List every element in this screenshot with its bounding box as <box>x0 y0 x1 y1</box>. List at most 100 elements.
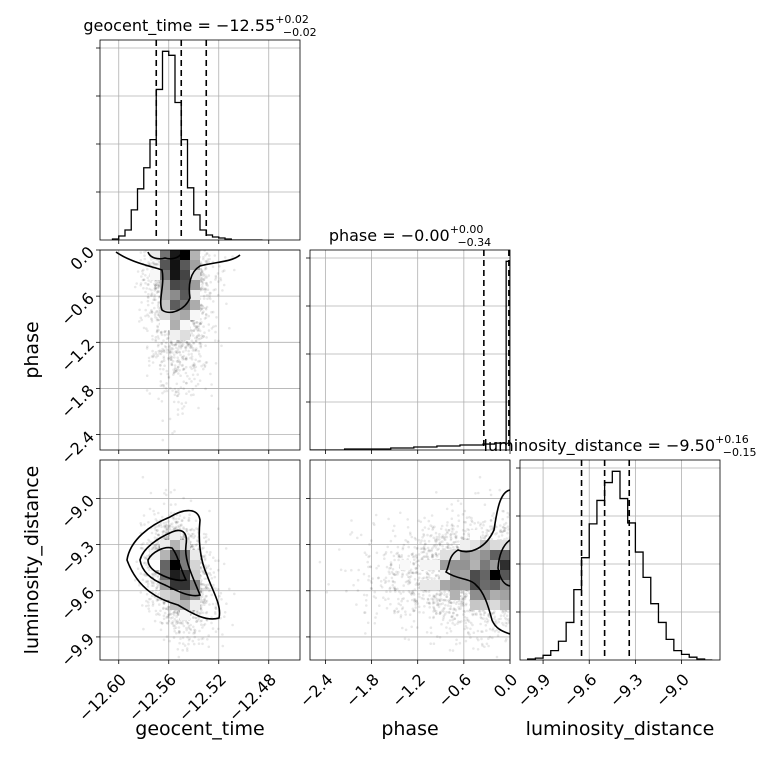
sample-point <box>157 598 160 601</box>
sample-point <box>173 611 177 614</box>
sample-point <box>185 628 188 632</box>
sample-point <box>192 532 195 536</box>
sample-point <box>169 616 173 620</box>
sample-point <box>228 587 231 591</box>
sample-point <box>170 363 174 367</box>
sample-point <box>214 276 218 279</box>
sample-point <box>198 359 202 363</box>
hist-panel-phase: phase = −0.00+0.00 −0.34 <box>306 223 511 454</box>
sample-point <box>170 343 174 346</box>
sample-point <box>199 590 203 594</box>
sample-point <box>184 401 188 405</box>
sample-point <box>207 634 210 637</box>
sample-point <box>175 346 178 350</box>
sample-point <box>204 259 207 263</box>
sample-point <box>216 272 220 275</box>
sample-point <box>180 523 183 526</box>
sample-point <box>174 368 177 371</box>
sample-point <box>169 339 173 343</box>
sample-point <box>207 645 211 649</box>
sample-point <box>184 357 188 360</box>
sample-point <box>167 357 170 361</box>
sample-point <box>195 335 199 338</box>
sample-point <box>178 631 181 634</box>
sample-point <box>162 368 165 371</box>
sample-point <box>214 274 218 278</box>
sample-point <box>150 320 154 323</box>
sample-point <box>182 380 186 384</box>
sample-point <box>154 283 158 286</box>
sample-point <box>191 388 195 391</box>
sample-point <box>193 349 196 352</box>
sample-point <box>207 314 210 318</box>
sample-point <box>175 622 178 625</box>
sample-point <box>231 255 234 258</box>
sample-point <box>147 568 151 572</box>
sample-point <box>214 606 217 610</box>
sample-point <box>201 312 204 315</box>
sample-point <box>214 605 218 608</box>
sample-point <box>202 325 205 328</box>
sample-point <box>163 525 166 528</box>
sample-point <box>195 321 199 324</box>
sample-point <box>156 542 160 545</box>
sample-point <box>162 606 165 610</box>
sample-point <box>157 300 160 304</box>
sample-point <box>188 637 191 640</box>
sample-point <box>151 546 155 549</box>
sample-point <box>204 533 208 536</box>
sample-point <box>215 316 218 319</box>
sample-point <box>186 621 190 625</box>
sample-point <box>192 625 195 629</box>
sample-point <box>139 546 143 550</box>
sample-point <box>209 291 212 295</box>
sample-point <box>199 587 203 591</box>
sample-point <box>147 359 151 363</box>
sample-point <box>199 574 202 578</box>
sample-point <box>152 509 155 513</box>
sample-point <box>150 318 154 321</box>
sample-point <box>154 532 158 535</box>
sample-point <box>162 600 165 604</box>
sample-point <box>155 283 159 287</box>
sample-point <box>147 262 151 266</box>
sample-point <box>151 590 154 593</box>
sample-point <box>155 586 159 589</box>
sample-point <box>166 614 170 617</box>
sample-point <box>195 610 198 614</box>
sample-point <box>177 372 180 375</box>
sample-point <box>188 377 191 381</box>
sample-point <box>193 534 197 538</box>
sample-point <box>165 635 169 638</box>
sample-point <box>199 337 202 340</box>
sample-point <box>204 306 207 310</box>
sample-point <box>165 369 169 373</box>
sample-point <box>146 582 150 586</box>
sample-point <box>191 364 195 367</box>
sample-point <box>204 313 208 317</box>
sample-point <box>202 306 205 310</box>
sample-point <box>179 353 182 357</box>
sample-point <box>204 361 208 364</box>
sample-point <box>199 273 203 277</box>
sample-point <box>182 367 186 371</box>
sample-point <box>156 584 160 588</box>
sample-point <box>167 615 170 619</box>
sample-point <box>192 615 195 619</box>
sample-point <box>154 591 157 595</box>
sample-point <box>173 624 176 627</box>
sample-point <box>175 611 179 615</box>
sample-point <box>140 318 143 322</box>
sample-point <box>161 419 164 423</box>
sample-point <box>199 303 203 307</box>
sample-point <box>169 347 172 350</box>
sample-point <box>169 386 172 390</box>
sample-point <box>155 330 159 334</box>
sample-point <box>187 353 191 356</box>
sample-point <box>213 575 217 579</box>
sample-point <box>174 626 178 629</box>
sample-point <box>200 547 204 550</box>
sample-point <box>150 584 154 587</box>
sample-point <box>168 639 171 643</box>
